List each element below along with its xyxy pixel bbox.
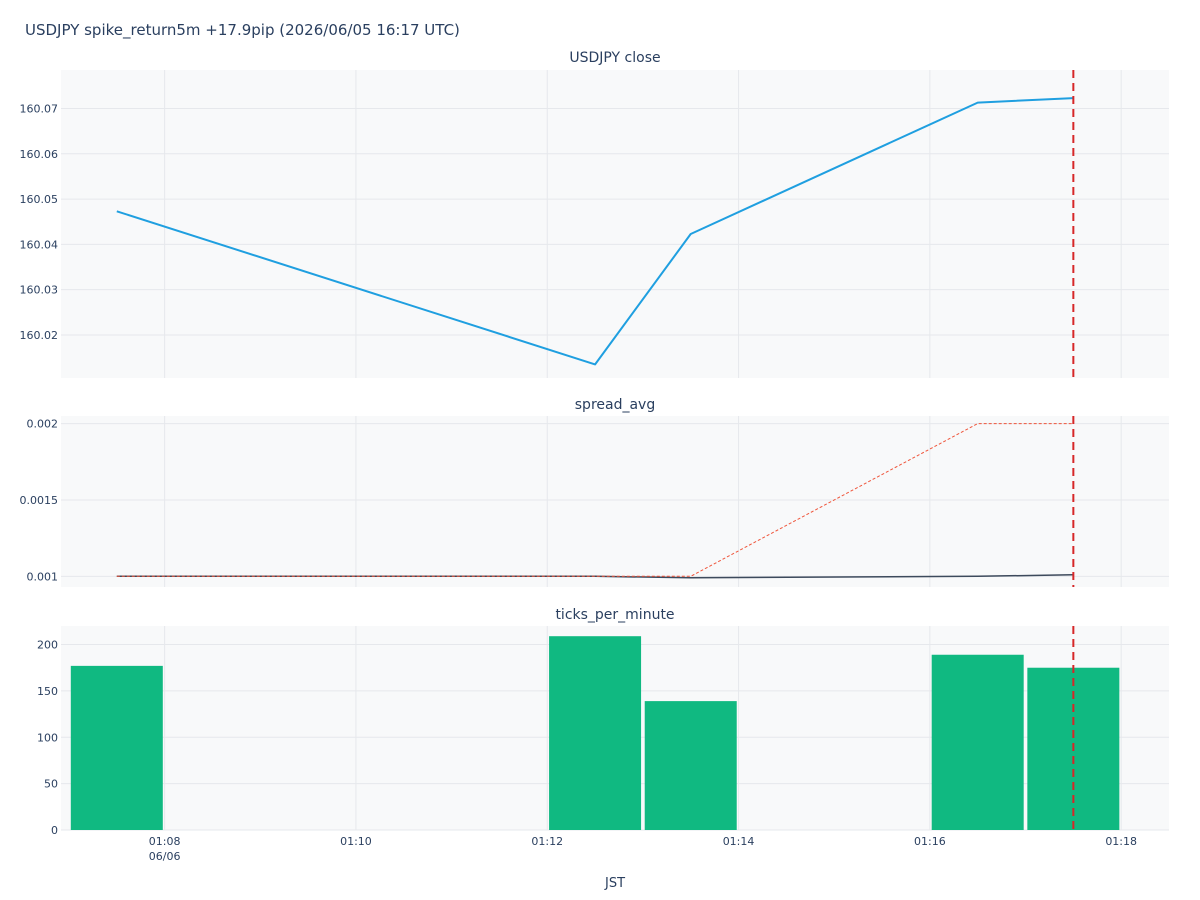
y-tick-label: 200 bbox=[37, 639, 58, 652]
y-tick-label: 0.001 bbox=[27, 570, 59, 583]
y-tick-label: 50 bbox=[44, 778, 58, 791]
figure-title: USDJPY spike_return5m +17.9pip (2026/06/… bbox=[25, 21, 460, 40]
bar bbox=[644, 701, 737, 830]
plot-area bbox=[61, 416, 1169, 587]
x-tick-label: 01:16 bbox=[914, 835, 946, 848]
subplot-title: ticks_per_minute bbox=[555, 607, 674, 623]
spread-panel: 0.001 0.0015 0.002 spread_avg bbox=[20, 397, 1169, 587]
spread-avg-series-line bbox=[116, 574, 1074, 579]
y-tick-label: 0 bbox=[51, 824, 58, 837]
bar bbox=[549, 636, 642, 830]
y-tick-label: 160.06 bbox=[20, 148, 59, 161]
ticks-panel: 0 50 100 150 200 ticks_per_minute bbox=[37, 607, 1169, 837]
y-tick-label: 0.0015 bbox=[20, 494, 59, 507]
x-axis-title: JST bbox=[604, 876, 625, 891]
y-tick-label: 0.002 bbox=[27, 418, 59, 431]
y-tick-label: 100 bbox=[37, 731, 58, 744]
y-tick-label: 150 bbox=[37, 685, 58, 698]
close-panel: 160.02 160.03 160.04 160.05 160.06 160.07 USDJ… bbox=[20, 50, 1169, 378]
x-axis: 01:08 01:10 01:12 01:14 01:16 01:18 06/06 bbox=[149, 835, 1137, 863]
x-date-label: 06/06 bbox=[149, 850, 181, 863]
y-tick-label: 160.02 bbox=[20, 329, 59, 342]
y-tick-label: 160.04 bbox=[20, 238, 59, 251]
subplot-title: USDJPY close bbox=[569, 50, 660, 66]
x-tick-label: 01:12 bbox=[531, 835, 563, 848]
bar bbox=[931, 654, 1024, 830]
close-series-line bbox=[116, 97, 1074, 366]
bar bbox=[70, 665, 163, 830]
x-tick-label: 01:08 bbox=[149, 835, 181, 848]
x-tick-label: 01:18 bbox=[1105, 835, 1137, 848]
y-tick-label: 160.03 bbox=[20, 284, 59, 297]
plot-area bbox=[61, 70, 1169, 378]
x-tick-label: 01:14 bbox=[723, 835, 755, 848]
y-tick-label: 160.05 bbox=[20, 193, 59, 206]
spread-max-series-line bbox=[116, 423, 1074, 577]
y-tick-label: 160.07 bbox=[20, 103, 59, 116]
x-tick-label: 01:10 bbox=[340, 835, 372, 848]
subplot-title: spread_avg bbox=[575, 397, 655, 413]
